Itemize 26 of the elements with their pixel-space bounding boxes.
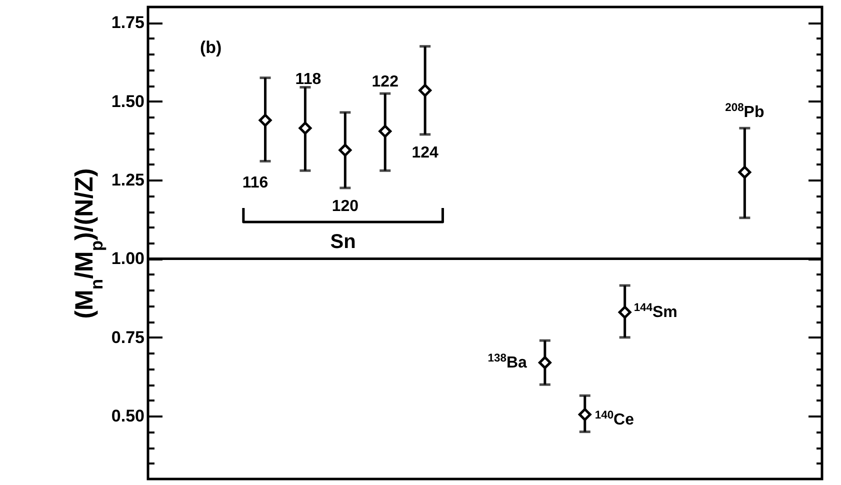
y-tick-label: 0.75 [111,328,144,347]
annotation: 116 [242,174,268,192]
point [618,306,632,319]
point [298,122,312,135]
annotation: $^{208}$Pb [725,102,764,122]
annotation: $^{138}$Ba [488,352,528,372]
annotation: Sn [330,231,356,253]
point [338,144,352,157]
annotation: (b) [200,38,222,57]
annotation: 122 [372,73,399,90]
point [578,408,592,421]
point [378,124,392,138]
annotation: $^{144}$Sm [634,302,678,322]
annotation: $^{140}$Ce [594,409,634,428]
point [418,84,432,97]
point [538,356,552,370]
point [738,166,752,179]
annotation: 118 [295,71,322,88]
annotation: 120 [332,198,359,216]
point [258,114,272,127]
y-tick-label: 1.25 [111,170,144,190]
y-tick-label: 0.50 [111,406,144,426]
y-tick-label: 1.00 [111,249,144,268]
annotation: 124 [412,144,439,162]
y-tick-label: 1.50 [111,92,144,111]
y-tick-label: 1.75 [111,13,144,32]
